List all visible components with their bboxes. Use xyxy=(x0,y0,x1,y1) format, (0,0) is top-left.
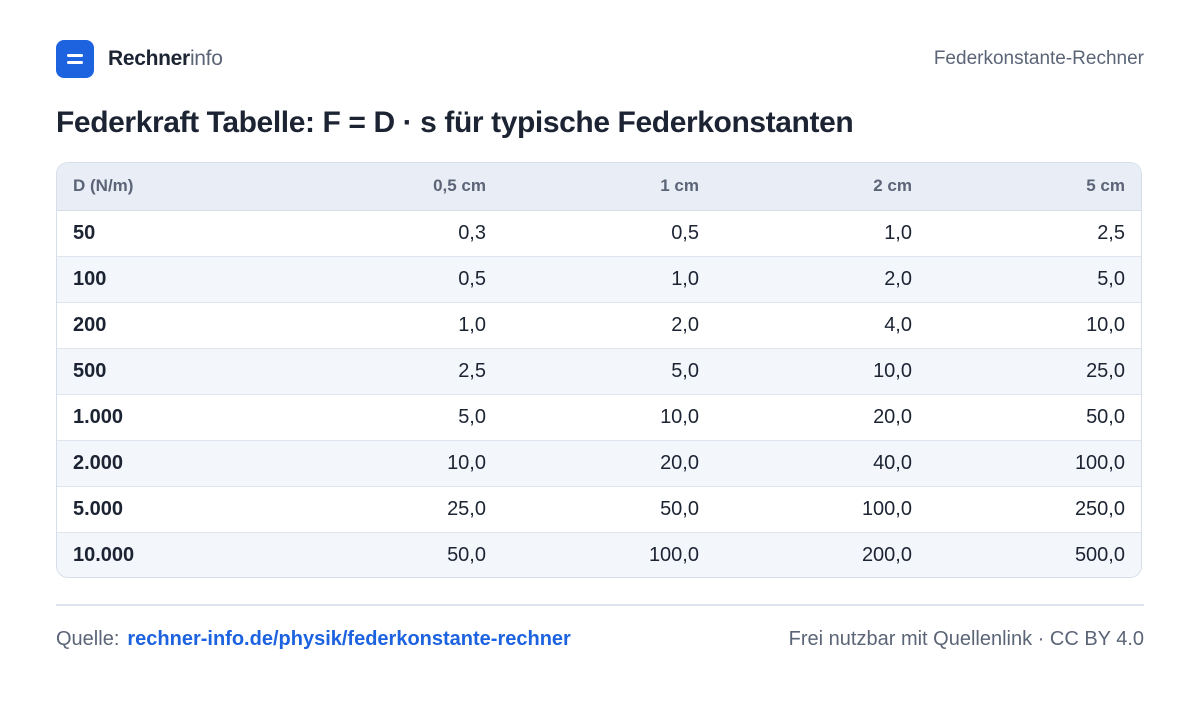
force-cell: 100,0 xyxy=(648,543,699,566)
force-cell: 50,0 xyxy=(447,543,486,566)
brand-name-light: info xyxy=(189,47,223,70)
force-table: D (N/m) 0,5 cm 1 cm 2 cm 5 cm 50 0,3 0,5 1,… xyxy=(56,162,1142,578)
force-cell: 40,0 xyxy=(715,440,928,487)
force-cell: 2,0 xyxy=(715,256,928,303)
table-body: 50 0,3 0,5 1,0 2,5 100 0,5 1,0 2,0 5,0 200 1,0 2,0 4,… xyxy=(57,210,1141,577)
force-cell: 0,5 xyxy=(502,210,715,257)
force-cell: 0,5 xyxy=(289,256,502,303)
force-cell: 5,0 xyxy=(502,348,715,395)
spring-constant-cell: 500 xyxy=(57,348,289,395)
table-header-row: D (N/m) 0,5 cm 1 cm 2 cm 5 cm xyxy=(57,163,1141,211)
spring-constant-cell: 5.000 xyxy=(57,486,289,533)
table-row: 10.000 50,0 100,0 200,0 500,0 xyxy=(57,532,1141,577)
brand[interactable]: Rechnerinfo xyxy=(56,40,223,78)
force-cell: 10,0 xyxy=(502,394,715,441)
force-cell: 25,0 xyxy=(928,348,1141,395)
force-cell: 5,0 xyxy=(928,256,1141,303)
table-row: 100 0,5 1,0 2,0 5,0 xyxy=(57,256,1141,303)
table-row: 2.000 10,0 20,0 40,0 100,0 xyxy=(57,440,1141,487)
spring-constant-cell: 2.000 xyxy=(57,440,289,487)
page-title: Federkraft Tabelle: F = D · s für typisc… xyxy=(56,106,854,139)
force-cell: 2,0 xyxy=(502,302,715,349)
column-header: 2 cm xyxy=(715,163,928,211)
force-cell: 100,0 xyxy=(715,486,928,533)
force-cell: 2,5 xyxy=(289,348,502,395)
force-cell: 0,3 xyxy=(289,210,502,257)
column-header: 5 cm xyxy=(928,163,1141,211)
site-header: Rechnerinfo Federkonstante-Rechner xyxy=(56,40,1144,78)
force-cell: 10,0 xyxy=(289,440,502,487)
table-row: 200 1,0 2,0 4,0 10,0 xyxy=(57,302,1141,349)
column-header: 1 cm xyxy=(502,163,715,211)
force-cell: 2,5 xyxy=(928,210,1141,257)
force-cell: 4,0 xyxy=(715,302,928,349)
force-cell: 10,0 xyxy=(928,302,1141,349)
source-link[interactable]: rechner-info.de/physik/federkonstante-re… xyxy=(127,628,571,650)
equals-logo-icon xyxy=(56,40,94,78)
force-cell: 50,0 xyxy=(502,486,715,533)
force-cell: 500,0 xyxy=(1074,543,1125,566)
force-cell: 1,0 xyxy=(289,302,502,349)
spring-constant-cell: 100 xyxy=(57,256,289,303)
divider xyxy=(56,604,1144,606)
spring-constant-cell: 1.000 xyxy=(57,394,289,441)
footer: Quelle: rechner-info.de/physik/federkonst… xyxy=(56,628,1144,651)
force-cell: 20,0 xyxy=(715,394,928,441)
column-header: D (N/m) xyxy=(57,163,289,211)
brand-name: Rechnerinfo xyxy=(108,47,223,71)
page-name: Federkonstante-Rechner xyxy=(933,48,1144,69)
column-header: 0,5 cm xyxy=(289,163,502,211)
force-cell: 1,0 xyxy=(502,256,715,303)
source: Quelle: rechner-info.de/physik/federkonst… xyxy=(56,628,571,651)
force-cell: 1,0 xyxy=(715,210,928,257)
force-cell: 100,0 xyxy=(928,440,1141,487)
spring-constant-cell: 10.000 xyxy=(73,543,135,566)
force-cell: 20,0 xyxy=(502,440,715,487)
table-row: 50 0,3 0,5 1,0 2,5 xyxy=(57,210,1141,257)
force-cell: 10,0 xyxy=(715,348,928,395)
force-cell: 50,0 xyxy=(928,394,1141,441)
brand-name-bold: Rechner xyxy=(108,47,190,70)
table-row: 1.000 5,0 10,0 20,0 50,0 xyxy=(57,394,1141,441)
source-label: Quelle: xyxy=(56,628,120,650)
force-cell: 200,0 xyxy=(861,543,912,566)
force-cell: 25,0 xyxy=(289,486,502,533)
license-text: Frei nutzbar mit Quellenlink · CC BY 4.0 xyxy=(788,628,1144,650)
force-cell: 5,0 xyxy=(289,394,502,441)
spring-constant-cell: 200 xyxy=(57,302,289,349)
table-row: 500 2,5 5,0 10,0 25,0 xyxy=(57,348,1141,395)
force-cell: 250,0 xyxy=(928,486,1141,533)
spring-constant-cell: 50 xyxy=(57,210,289,257)
table-row: 5.000 25,0 50,0 100,0 250,0 xyxy=(57,486,1141,533)
